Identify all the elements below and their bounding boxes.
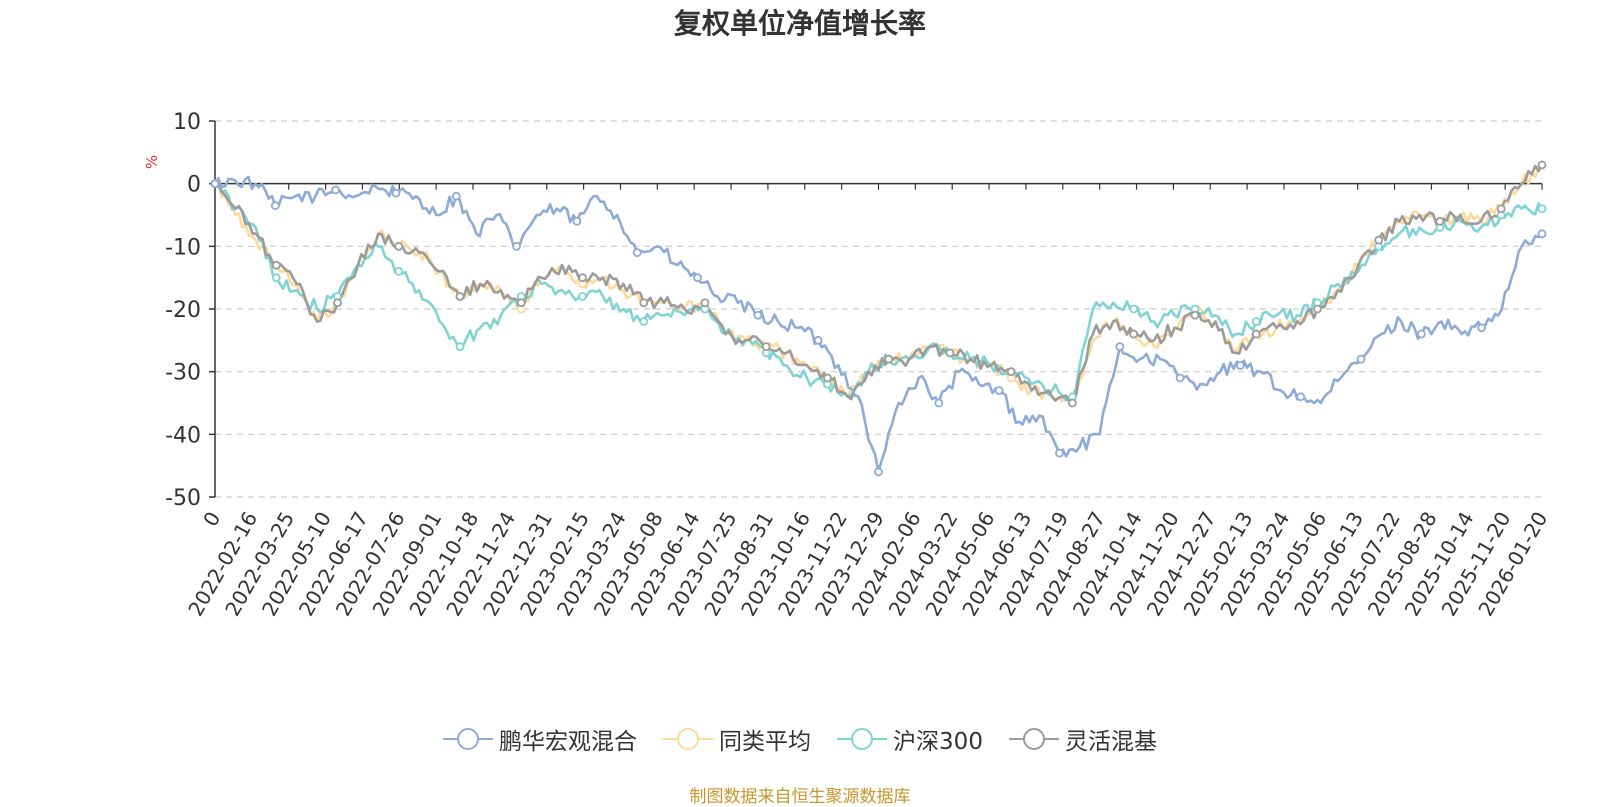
series-marker-3[interactable] — [516, 298, 526, 308]
y-tick-label: -20 — [165, 298, 201, 323]
y-tick-label: -30 — [165, 361, 201, 386]
legend-item-csi300[interactable]: 沪深300 — [837, 722, 983, 756]
series-marker-0[interactable] — [753, 310, 763, 320]
y-tick-label: -50 — [165, 486, 201, 511]
series-marker-0[interactable] — [874, 467, 883, 477]
series-marker-2[interactable] — [394, 266, 404, 276]
series-marker-3[interactable] — [823, 373, 832, 383]
series-line-3 — [214, 164, 1544, 405]
series-marker-0[interactable] — [1175, 373, 1185, 383]
legend-item-penghua[interactable]: 鹏华宏观混合 — [443, 722, 637, 756]
series-marker-2[interactable] — [578, 292, 587, 301]
x-tick-labels: 02022-02-162022-03-252022-05-102022-06-1… — [183, 508, 1552, 621]
series-marker-0[interactable] — [934, 398, 944, 408]
series-marker-3[interactable] — [1251, 329, 1261, 339]
series-marker-2[interactable] — [271, 273, 281, 283]
legend-line-icon — [443, 728, 494, 750]
series-marker-2[interactable] — [455, 342, 465, 352]
legend-label: 灵活混基 — [1064, 729, 1157, 755]
series-marker-2[interactable] — [639, 317, 649, 326]
series-marker-0[interactable] — [1416, 329, 1426, 339]
series-marker-2[interactable] — [1537, 204, 1547, 214]
legend-label: 同类平均 — [719, 729, 812, 755]
legend-item-flexible-mix[interactable]: 灵活混基 — [1008, 722, 1157, 756]
series-marker-3[interactable] — [1374, 235, 1384, 245]
series-marker-0[interactable] — [1055, 448, 1064, 458]
y-tick-label: -40 — [165, 423, 201, 448]
series-marker-0[interactable] — [451, 191, 461, 201]
series-marker-0[interactable] — [693, 273, 702, 283]
series-marker-0[interactable] — [1296, 392, 1306, 402]
series-marker-3[interactable] — [1006, 367, 1016, 377]
series-marker-0[interactable] — [1477, 323, 1487, 333]
legend-line-icon — [837, 728, 888, 750]
series-line-0 — [213, 175, 1543, 474]
series-marker-0[interactable] — [270, 201, 280, 211]
series-marker-0[interactable] — [210, 179, 220, 189]
x-tick-label: 0 — [198, 508, 225, 531]
series-markers — [210, 160, 1547, 477]
series-marker-2[interactable] — [1129, 304, 1139, 314]
series-marker-0[interactable] — [813, 335, 823, 345]
series-marker-0[interactable] — [994, 386, 1004, 395]
line-chart: 10 0 -10 -20 -30 -40 -50 02022-02-162022-03-25… — [143, 110, 1552, 621]
series-marker-3[interactable] — [1190, 310, 1200, 320]
legend-item-peer-average[interactable]: 同类平均 — [663, 722, 811, 756]
series-marker-3[interactable] — [700, 298, 710, 308]
series-marker-3[interactable] — [1435, 216, 1445, 226]
series-marker-3[interactable] — [1496, 204, 1506, 214]
series-marker-0[interactable] — [572, 216, 582, 226]
series-marker-3[interactable] — [945, 348, 955, 358]
series-marker-3[interactable] — [1537, 160, 1547, 170]
series-marker-0[interactable] — [1356, 354, 1366, 364]
series-marker-0[interactable] — [632, 248, 642, 258]
series-marker-0[interactable] — [391, 188, 401, 198]
series-marker-3[interactable] — [271, 260, 281, 270]
series-marker-3[interactable] — [1129, 329, 1139, 339]
series-marker-3[interactable] — [333, 298, 342, 308]
series-marker-0[interactable] — [331, 185, 341, 195]
series-marker-3[interactable] — [639, 298, 649, 308]
series-marker-2[interactable] — [1251, 317, 1261, 326]
y-tick-labels: 10 0 -10 -20 -30 -40 -50 — [165, 110, 201, 511]
legend-label: 鹏华宏观混合 — [499, 729, 638, 755]
legend: 鹏华宏观混合 同类平均 沪深300 灵活混基 — [0, 722, 1600, 756]
y-tick-label: 10 — [173, 110, 201, 135]
y-axis-unit-label: % — [143, 155, 161, 169]
series-marker-0[interactable] — [1236, 360, 1245, 370]
series-marker-3[interactable] — [1313, 304, 1322, 314]
legend-label: 沪深300 — [893, 729, 983, 755]
legend-line-icon — [663, 728, 714, 750]
series-marker-3[interactable] — [578, 273, 587, 283]
series-marker-0[interactable] — [1115, 342, 1125, 352]
data-source-note: 制图数据来自恒生聚源数据库 — [689, 787, 911, 807]
y-tick-label: 0 — [187, 173, 201, 198]
series-marker-3[interactable] — [1068, 398, 1077, 408]
series-lines — [213, 163, 1544, 474]
chart-title: 复权单位净值增长率 — [673, 7, 926, 40]
y-tick-label: -10 — [165, 235, 201, 260]
grid-lines — [215, 120, 1542, 498]
legend-line-icon — [1008, 728, 1059, 750]
series-marker-3[interactable] — [455, 292, 465, 301]
series-marker-3[interactable] — [394, 241, 404, 251]
series-marker-0[interactable] — [1537, 229, 1547, 239]
series-marker-0[interactable] — [512, 241, 521, 251]
series-marker-3[interactable] — [884, 354, 894, 364]
series-marker-3[interactable] — [761, 342, 771, 352]
